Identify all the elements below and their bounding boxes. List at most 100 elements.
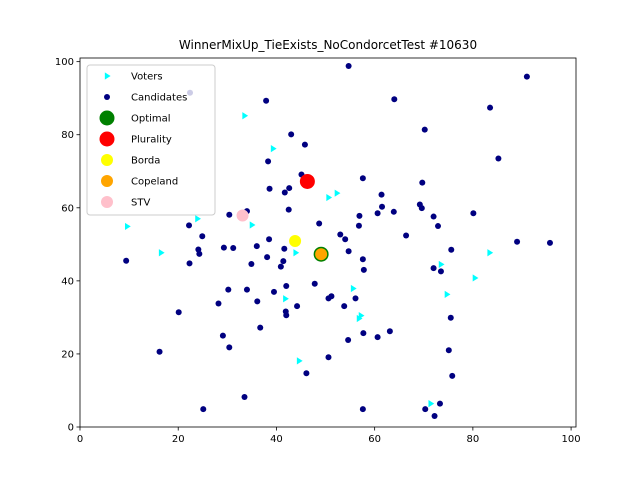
candidate-point <box>355 222 362 229</box>
candidate-point <box>265 158 272 165</box>
y-tick-label: 20 <box>61 349 74 360</box>
legend-borda-marker <box>101 154 113 166</box>
voter-point <box>356 314 363 323</box>
voter-point <box>283 295 289 303</box>
candidate-point <box>523 73 530 80</box>
voter-point <box>242 112 249 120</box>
voter-point <box>158 249 165 257</box>
candidate-point <box>196 250 203 257</box>
x-axis: 0 20 40 60 80 100 <box>77 427 581 445</box>
candidate-point <box>430 265 437 272</box>
candidate-point <box>123 257 130 264</box>
candidate-point <box>277 263 284 270</box>
candidate-point <box>437 268 444 275</box>
candidate-point <box>379 203 386 210</box>
x-tick-label: 40 <box>270 434 283 445</box>
legend-stv-label: STV <box>131 198 150 209</box>
candidate-point <box>495 155 502 162</box>
candidate-point <box>200 406 207 413</box>
candidate-point <box>286 185 293 192</box>
legend-borda-label: Borda <box>131 156 160 167</box>
candidate-point <box>378 191 385 198</box>
candidate-point <box>360 330 367 337</box>
y-tick-label: 40 <box>61 276 74 287</box>
candidate-point <box>374 334 381 341</box>
candidate-point <box>435 223 442 230</box>
candidate-point <box>285 206 292 213</box>
y-tick-label: 80 <box>61 130 74 141</box>
x-tick-label: 20 <box>172 434 185 445</box>
candidate-point <box>421 126 428 133</box>
y-tick-label: 100 <box>55 57 74 68</box>
legend-optimal-marker <box>99 110 115 126</box>
candidate-point <box>341 303 348 310</box>
candidate-point <box>220 244 227 251</box>
candidate-point <box>487 104 494 111</box>
voter-point <box>350 284 357 293</box>
candidate-point <box>219 332 226 339</box>
x-tick-label: 80 <box>467 434 480 445</box>
candidate-point <box>391 96 398 103</box>
candidate-point <box>283 312 290 319</box>
candidate-point <box>325 295 332 302</box>
candidate-point <box>254 298 261 305</box>
candidate-point <box>253 243 260 250</box>
chart-title: WinnerMixUp_TieExists_NoCondorcetTest #1… <box>179 38 477 52</box>
candidate-point <box>301 141 308 148</box>
legend-copeland-label: Copeland <box>131 177 178 188</box>
candidate-point <box>311 280 318 287</box>
candidate-point <box>294 303 301 310</box>
candidate-point <box>445 347 452 354</box>
candidate-point <box>248 261 255 268</box>
candidate-point <box>337 231 344 238</box>
voter-point <box>249 221 256 229</box>
legend-stv-marker <box>101 196 113 208</box>
x-tick-label: 0 <box>77 434 83 445</box>
candidate-point <box>226 211 233 218</box>
voter-point <box>428 400 435 408</box>
legend-candidates-marker <box>104 94 110 100</box>
y-axis: 0 20 40 60 80 100 <box>55 57 80 434</box>
voter-point <box>444 290 451 298</box>
legend-candidates-label: Candidates <box>131 93 187 104</box>
winner-stv-marker <box>236 209 249 222</box>
candidate-point <box>199 233 206 240</box>
voter-point <box>326 193 333 202</box>
candidate-point <box>374 210 381 217</box>
candidate-point <box>356 212 363 219</box>
candidate-point <box>448 246 455 253</box>
legend-optimal-label: Optimal <box>131 114 171 125</box>
candidate-point <box>175 309 182 316</box>
candidate-point <box>430 213 437 220</box>
voter-point <box>438 260 445 269</box>
candidate-point <box>243 286 250 293</box>
legend-copeland-marker <box>101 175 113 187</box>
candidate-point <box>186 222 193 229</box>
candidate-point <box>345 337 352 344</box>
candidate-point <box>419 179 426 186</box>
x-tick-label: 100 <box>562 434 581 445</box>
candidate-point <box>264 254 271 261</box>
candidate-point <box>386 328 393 335</box>
x-tick-label: 60 <box>368 434 381 445</box>
candidate-point <box>186 260 193 267</box>
winner-borda-marker <box>289 235 302 248</box>
candidate-point <box>447 314 454 321</box>
candidate-point <box>359 256 366 263</box>
candidate-point <box>360 266 367 273</box>
candidate-point <box>266 236 273 243</box>
voter-point <box>487 249 494 257</box>
axes-frame <box>79 57 577 428</box>
candidate-point <box>288 131 295 138</box>
candidate-point <box>303 370 310 377</box>
legend-box <box>86 64 216 216</box>
candidate-point <box>281 245 288 252</box>
candidate-point <box>215 300 222 307</box>
candidate-point <box>470 210 477 217</box>
candidate-point <box>342 236 349 243</box>
candidate-point <box>226 344 233 351</box>
legend: Voters Candidates Optimal Plurality Borda Cop… <box>86 64 216 216</box>
candidate-point <box>257 324 264 331</box>
candidate-point <box>546 239 553 246</box>
